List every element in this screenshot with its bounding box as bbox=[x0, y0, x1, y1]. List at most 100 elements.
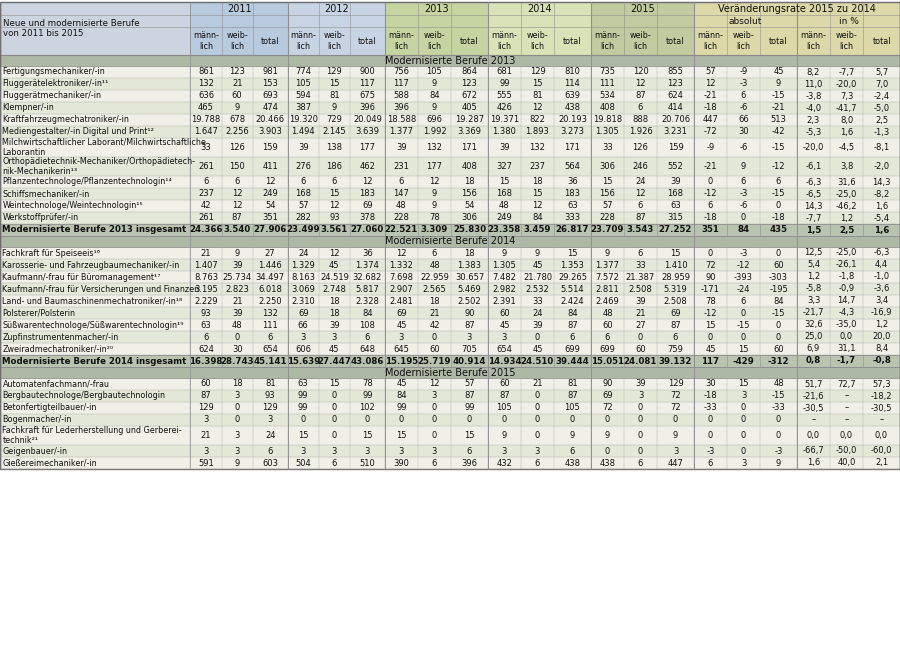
Bar bbox=[0, 414, 900, 426]
Text: -12: -12 bbox=[704, 190, 717, 198]
Text: 6: 6 bbox=[741, 92, 746, 100]
Text: 2015: 2015 bbox=[630, 3, 655, 13]
Text: 15.639: 15.639 bbox=[286, 356, 320, 366]
Text: 1,2: 1,2 bbox=[875, 321, 888, 329]
Text: -9: -9 bbox=[740, 68, 748, 76]
Text: 237: 237 bbox=[198, 190, 214, 198]
Text: 3,3: 3,3 bbox=[806, 297, 820, 305]
Text: -5,3: -5,3 bbox=[806, 128, 822, 136]
Text: 9: 9 bbox=[741, 162, 746, 171]
Text: 183: 183 bbox=[564, 190, 580, 198]
Text: 111: 111 bbox=[599, 80, 616, 88]
Text: 24.081: 24.081 bbox=[624, 356, 657, 366]
Text: 39: 39 bbox=[500, 143, 509, 152]
Text: 21: 21 bbox=[429, 309, 440, 317]
Text: -42: -42 bbox=[772, 128, 786, 136]
Text: -18,2: -18,2 bbox=[871, 392, 892, 400]
Text: 759: 759 bbox=[668, 344, 683, 354]
Text: 351: 351 bbox=[262, 213, 278, 223]
Text: männ-
lich: männ- lich bbox=[291, 31, 316, 51]
Text: 2.424: 2.424 bbox=[561, 297, 584, 305]
Text: 0: 0 bbox=[235, 332, 239, 342]
Text: Fluggerätelektroniker/-in¹¹: Fluggerätelektroniker/-in¹¹ bbox=[3, 80, 109, 88]
Text: 0: 0 bbox=[708, 249, 713, 257]
Text: 6: 6 bbox=[638, 458, 644, 467]
Text: 555: 555 bbox=[497, 92, 512, 100]
Text: 99: 99 bbox=[298, 392, 309, 400]
Text: 60: 60 bbox=[500, 380, 509, 388]
Text: 34.497: 34.497 bbox=[256, 273, 284, 281]
Text: Gießereimechaniker/-in: Gießereimechaniker/-in bbox=[3, 458, 97, 467]
Text: 474: 474 bbox=[262, 104, 278, 112]
Text: 21.780: 21.780 bbox=[523, 273, 552, 281]
Text: 14,3: 14,3 bbox=[872, 178, 891, 186]
Text: -0,9: -0,9 bbox=[839, 285, 855, 293]
Text: Mediengestalter/-in Digital und Print¹²: Mediengestalter/-in Digital und Print¹² bbox=[3, 128, 155, 136]
Text: 15: 15 bbox=[738, 344, 749, 354]
Text: 237: 237 bbox=[529, 162, 545, 171]
Text: 2.229: 2.229 bbox=[194, 297, 218, 305]
Text: -15: -15 bbox=[772, 309, 786, 317]
Text: 129: 129 bbox=[327, 68, 342, 76]
Text: 177: 177 bbox=[427, 162, 443, 171]
Text: 93: 93 bbox=[329, 213, 339, 223]
Text: Betonfertigteilbauer/-in: Betonfertigteilbauer/-in bbox=[3, 404, 97, 412]
Text: 405: 405 bbox=[462, 104, 477, 112]
Text: 1,2: 1,2 bbox=[840, 213, 853, 223]
Text: Modernisierte Berufe 2014 insgesamt: Modernisierte Berufe 2014 insgesamt bbox=[3, 356, 187, 366]
Text: 6: 6 bbox=[332, 458, 337, 467]
Text: -6,5: -6,5 bbox=[806, 190, 822, 198]
Text: 0: 0 bbox=[467, 416, 472, 424]
Text: 27: 27 bbox=[265, 249, 275, 257]
Text: 3.231: 3.231 bbox=[663, 128, 688, 136]
Text: 15: 15 bbox=[329, 80, 339, 88]
Text: 69: 69 bbox=[298, 309, 309, 317]
Text: 60: 60 bbox=[232, 92, 242, 100]
Text: 411: 411 bbox=[262, 162, 278, 171]
Text: 90: 90 bbox=[602, 380, 613, 388]
Text: 150: 150 bbox=[230, 162, 245, 171]
Text: 84: 84 bbox=[396, 392, 407, 400]
Text: 3: 3 bbox=[399, 332, 404, 342]
Text: 1.407: 1.407 bbox=[194, 261, 218, 269]
Text: -60,0: -60,0 bbox=[871, 446, 892, 456]
Text: -15: -15 bbox=[737, 321, 751, 329]
Text: -1,3: -1,3 bbox=[873, 128, 890, 136]
Bar bbox=[0, 295, 900, 307]
Text: 0: 0 bbox=[605, 416, 610, 424]
Text: 654: 654 bbox=[262, 344, 278, 354]
Text: 0: 0 bbox=[535, 404, 540, 412]
Text: 90: 90 bbox=[706, 273, 716, 281]
Text: 0,0: 0,0 bbox=[840, 431, 853, 440]
Text: 81: 81 bbox=[567, 380, 578, 388]
Text: 12: 12 bbox=[706, 80, 716, 88]
Text: 57,3: 57,3 bbox=[872, 380, 891, 388]
Text: 117: 117 bbox=[359, 80, 375, 88]
Text: 15.051: 15.051 bbox=[591, 356, 624, 366]
Text: 2.310: 2.310 bbox=[292, 297, 315, 305]
Text: 6: 6 bbox=[638, 249, 644, 257]
Text: 72,7: 72,7 bbox=[837, 380, 856, 388]
Text: 138: 138 bbox=[327, 143, 342, 152]
Bar bbox=[0, 138, 900, 157]
Text: -171: -171 bbox=[701, 285, 720, 293]
Text: 87: 87 bbox=[232, 213, 242, 223]
Text: -25,0: -25,0 bbox=[836, 249, 857, 257]
Text: 9: 9 bbox=[332, 104, 337, 112]
Text: -21,6: -21,6 bbox=[803, 392, 824, 400]
Text: 54: 54 bbox=[464, 201, 474, 211]
Text: Kaufmann/-frau für Büromanagement¹⁷: Kaufmann/-frau für Büromanagement¹⁷ bbox=[3, 273, 161, 281]
Text: 864: 864 bbox=[462, 68, 477, 76]
Text: 6: 6 bbox=[364, 332, 370, 342]
Text: 168: 168 bbox=[668, 190, 683, 198]
Text: 0,0: 0,0 bbox=[840, 332, 853, 342]
Text: weib-
lich: weib- lich bbox=[526, 31, 548, 51]
Text: weib-
lich: weib- lich bbox=[836, 31, 858, 51]
Text: -21: -21 bbox=[704, 162, 717, 171]
Text: 0: 0 bbox=[235, 416, 239, 424]
Text: Orthopädietechnik-Mechaniker/Orthopädietech-
nik-Mechanikerin¹³: Orthopädietechnik-Mechaniker/Orthopädiet… bbox=[3, 157, 195, 176]
Text: 84: 84 bbox=[737, 225, 750, 235]
Text: 3: 3 bbox=[364, 446, 370, 456]
Text: -18: -18 bbox=[704, 213, 717, 223]
Bar bbox=[0, 200, 900, 212]
